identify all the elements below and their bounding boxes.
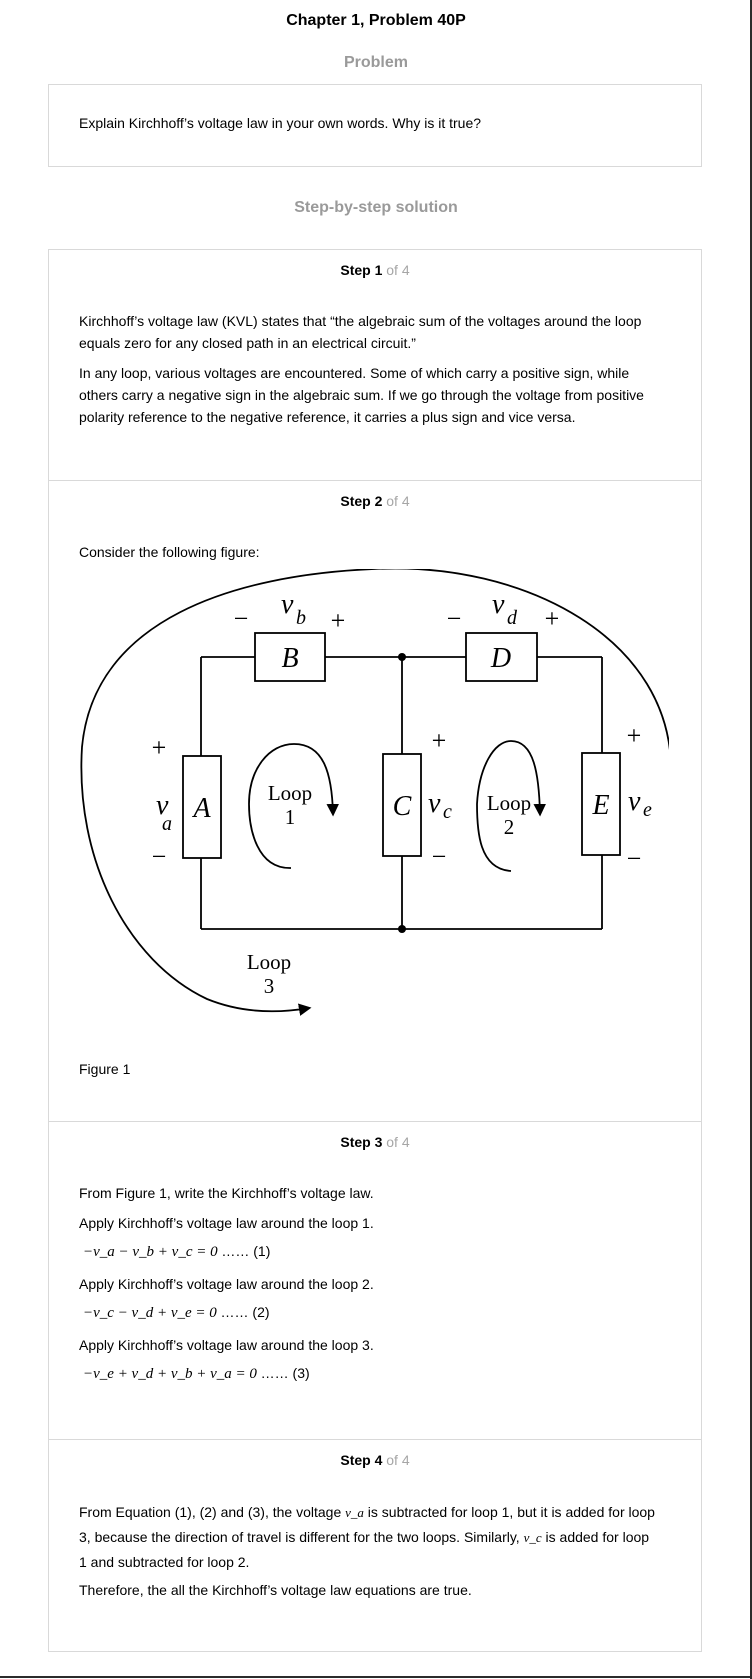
step-2-label: Step 2 of 4 — [340, 493, 410, 509]
step-1: Step 1 of 4 Kirchhoff’s voltage law (KVL… — [49, 250, 701, 481]
element-e-box — [581, 752, 621, 856]
voltage-vc-sub: c — [443, 801, 452, 823]
loop-1-number: 1 — [285, 805, 296, 829]
element-d-label: D — [490, 643, 511, 674]
element-c-box — [382, 753, 422, 857]
step-3-paragraph-4: Apply Kirchhoff’s voltage law around the… — [79, 1337, 374, 1353]
step-1-label: Step 1 of 4 — [340, 262, 410, 278]
step-2: Step 2 of 4 Consider the following figur… — [49, 481, 701, 1122]
problem-text: Explain Kirchhoff’s voltage law in your … — [79, 115, 482, 131]
voltage-ve-v: v — [628, 786, 641, 817]
loop-2-number: 2 — [504, 815, 515, 839]
vc-minus-sign: − — [432, 842, 447, 871]
circuit-figure: B D A C E v b v d v a v c v e − + − + + … — [80, 569, 669, 1016]
va-minus-sign: − — [152, 842, 167, 871]
voltage-vd-v: v — [492, 589, 505, 620]
step-4: Step 4 of 4 From Equation (1), (2) and (… — [49, 1440, 701, 1651]
voltage-vb-sub: b — [296, 607, 306, 629]
voltage-vb-v: v — [281, 589, 294, 620]
element-b-label: B — [281, 643, 298, 674]
figure-caption: Figure 1 — [79, 1061, 131, 1077]
equation-2: −v_c − v_d + v_e = 0 …… (2) — [83, 1304, 270, 1321]
loop-1-word: Loop — [268, 781, 312, 805]
step-4-paragraph-2: Therefore, the all the Kirchhoff’s volta… — [79, 1582, 472, 1598]
problem-box: Explain Kirchhoff’s voltage law in your … — [48, 84, 702, 167]
loop-2-word: Loop — [487, 791, 531, 815]
page-title: Chapter 1, Problem 40P — [286, 12, 466, 29]
step-3-paragraph-1: From Figure 1, write the Kirchhoff’s vol… — [79, 1185, 374, 1201]
loop-3-word: Loop — [247, 950, 291, 974]
inline-va: v_a — [345, 1505, 364, 1520]
element-b-box — [254, 632, 326, 682]
step-4-paragraph-1: From Equation (1), (2) and (3), the volt… — [79, 1504, 655, 1570]
ve-minus-sign: − — [627, 844, 642, 873]
loop-3-arrow — [80, 569, 669, 1016]
page-frame-right — [750, 0, 752, 1679]
step-3-paragraph-3: Apply Kirchhoff’s voltage law around the… — [79, 1276, 374, 1292]
vd-minus-sign: − — [447, 604, 462, 633]
voltage-vc-v: v — [428, 788, 441, 819]
solution-heading: Step-by-step solution — [294, 199, 458, 216]
step-3: Step 3 of 4 From Figure 1, write the Kir… — [49, 1122, 701, 1440]
element-a-box — [182, 755, 222, 859]
page-frame-bottom — [0, 1676, 752, 1678]
element-a-label: A — [191, 793, 211, 824]
voltage-vd-sub: d — [507, 607, 518, 629]
equation-1: −v_a − v_b + v_c = 0 …… (1) — [83, 1243, 271, 1260]
vc-plus-sign: + — [432, 726, 447, 755]
loop-3-number: 3 — [264, 974, 275, 998]
voltage-ve-sub: e — [643, 799, 652, 821]
element-e-label: E — [591, 790, 609, 821]
step-2-paragraph-1: Consider the following figure: — [79, 544, 260, 560]
voltage-va-sub: a — [162, 813, 172, 835]
inline-vc: v_c — [523, 1530, 542, 1545]
step-1-paragraph-1: Kirchhoff’s voltage law (KVL) states tha… — [79, 313, 642, 351]
step-3-label: Step 3 of 4 — [340, 1134, 410, 1150]
step-4-label: Step 4 of 4 — [340, 1452, 410, 1468]
step-3-paragraph-2: Apply Kirchhoff’s voltage law around the… — [79, 1215, 374, 1231]
element-c-label: C — [393, 791, 412, 822]
solution-box: Step 1 of 4 Kirchhoff’s voltage law (KVL… — [48, 249, 702, 1652]
va-plus-sign: + — [152, 733, 167, 762]
junction-bottom — [398, 925, 406, 933]
ve-plus-sign: + — [627, 721, 642, 750]
vd-plus-sign: + — [545, 604, 560, 633]
step-1-paragraph-2: In any loop, various voltages are encoun… — [79, 365, 644, 425]
element-d-box — [465, 632, 538, 682]
loop-1-arrow — [248, 743, 340, 869]
problem-heading: Problem — [343, 54, 408, 71]
junction-top — [398, 653, 406, 661]
loop-2-arrow — [476, 740, 547, 872]
vb-minus-sign: − — [234, 604, 249, 633]
equation-3: −v_e + v_d + v_b + v_a = 0 …… (3) — [83, 1365, 310, 1382]
voltage-va-v: v — [156, 790, 169, 821]
vb-plus-sign: + — [331, 606, 346, 635]
